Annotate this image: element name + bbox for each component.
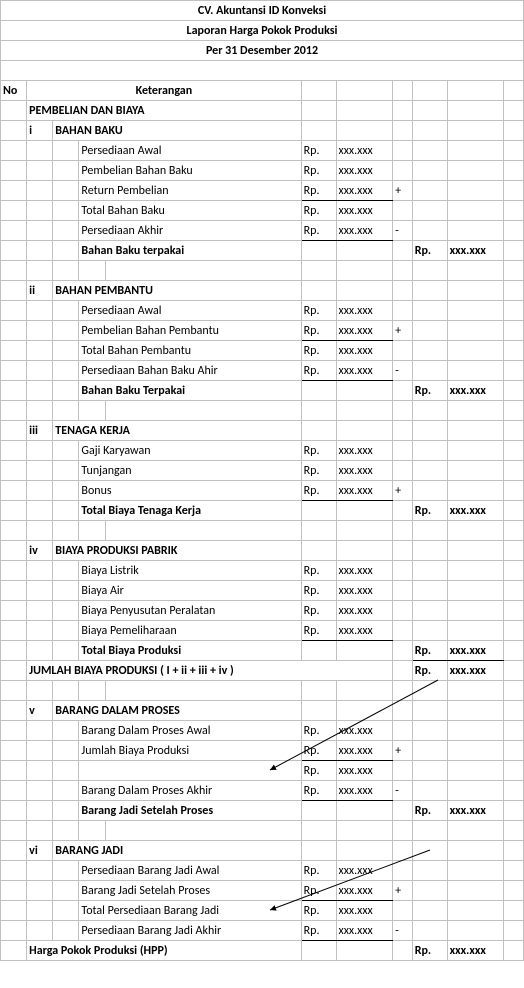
iv-r2: Biaya Air — [79, 581, 301, 601]
sec-vi-num: vi — [27, 841, 53, 861]
sec-i-num: i — [27, 121, 53, 141]
sec-iii-title: TENAGA KERJA — [53, 421, 301, 441]
sec-ii-num: ii — [27, 281, 53, 301]
ii-r3: Total Bahan Pembantu — [79, 341, 301, 361]
i-r3: Return Pembelian — [79, 181, 301, 201]
ii-r2: Pembelian Bahan Pembantu — [79, 321, 301, 341]
vi-r3: Total Persediaan Barang Jadi — [79, 901, 301, 921]
company-name: CV. Akuntansi ID Konveksi — [1, 1, 524, 21]
v-total: Barang Jadi Setelah Proses — [79, 801, 301, 821]
sum-biaya: JUMLAH BIAYA PRODUKSI ( I + ii + iii + i… — [27, 661, 393, 681]
sec-iv-title: BIAYA PRODUKSI PABRIK — [53, 541, 301, 561]
v-r3: Barang Dalam Proses Akhir — [79, 781, 301, 801]
report-title: Laporan Harga Pokok Produksi — [1, 21, 524, 41]
i-r4: Total Bahan Baku — [79, 201, 301, 221]
vi-r2: Barang Jadi Setelah Proses — [79, 881, 301, 901]
ii-r4: Persediaan Bahan Baku Ahir — [79, 361, 301, 381]
sec-i-title: BAHAN BAKU — [53, 121, 301, 141]
report-sheet: CV. Akuntansi ID Konveksi Laporan Harga … — [0, 0, 524, 961]
i-total: Bahan Baku terpakai — [79, 241, 301, 261]
iii-r3: Bonus — [79, 481, 301, 501]
sec-vi-title: BARANG JADI — [53, 841, 301, 861]
vi-r4: Persediaan Barang Jadi Akhir — [79, 921, 301, 941]
report-table: CV. Akuntansi ID Konveksi Laporan Harga … — [0, 0, 524, 961]
v-r1: Barang Dalam Proses Awal — [79, 721, 301, 741]
iii-r2: Tunjangan — [79, 461, 301, 481]
sec-v-num: v — [27, 701, 53, 721]
vi-r1: Persediaan Barang Jadi Awal — [79, 861, 301, 881]
sec-iv-num: iv — [27, 541, 53, 561]
sec-v-title: BARANG DALAM PROSES — [53, 701, 301, 721]
ii-total: Bahan Baku Terpakai — [79, 381, 301, 401]
ii-r1: Persediaan Awal — [79, 301, 301, 321]
i-r1: Persediaan Awal — [79, 141, 301, 161]
col-no: No — [1, 81, 27, 101]
i-r2: Pembelian Bahan Baku — [79, 161, 301, 181]
col-desc: Keterangan — [27, 81, 302, 101]
iii-r1: Gaji Karyawan — [79, 441, 301, 461]
sec-iii-num: iii — [27, 421, 53, 441]
hpp: Harga Pokok Produksi (HPP) — [27, 941, 302, 961]
sec-ii-title: BAHAN PEMBANTU — [53, 281, 301, 301]
iv-total: Total Biaya Produksi — [79, 641, 301, 661]
i-r5: Persediaan Akhir — [79, 221, 301, 241]
report-period: Per 31 Desember 2012 — [1, 41, 524, 61]
main-section: PEMBELIAN DAN BIAYA — [27, 101, 302, 121]
iv-r3: Biaya Penyusutan Peralatan — [79, 601, 301, 621]
iv-r4: Biaya Pemeliharaan — [79, 621, 301, 641]
iv-r1: Biaya Listrik — [79, 561, 301, 581]
iii-total: Total Biaya Tenaga Kerja — [79, 501, 301, 521]
v-r2: Jumlah Biaya Produksi — [79, 741, 301, 761]
